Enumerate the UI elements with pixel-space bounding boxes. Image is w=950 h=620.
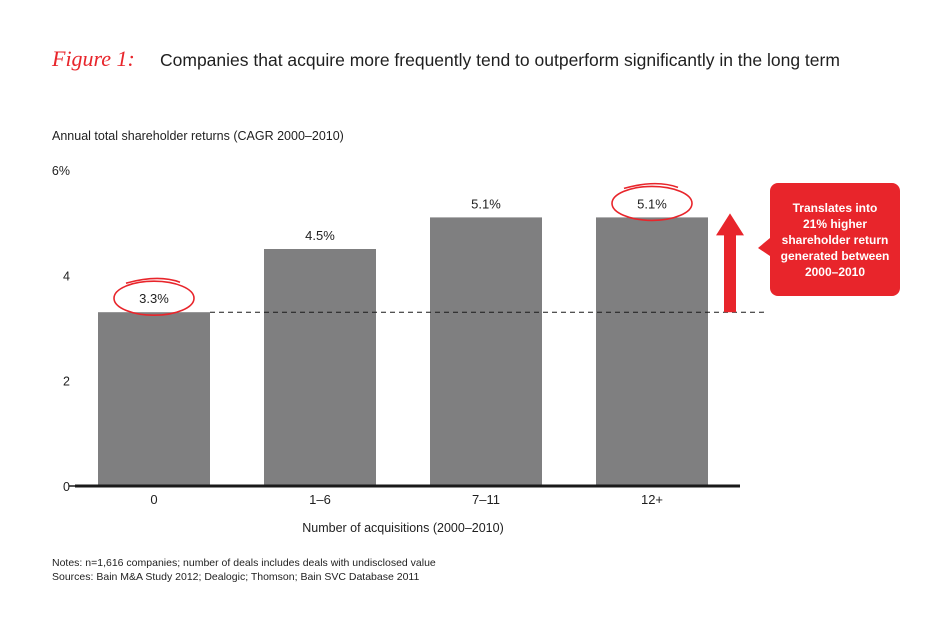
up-arrow-icon xyxy=(716,213,744,313)
y-tick-label: 4 xyxy=(63,269,70,283)
callout-line: 21% higher xyxy=(803,217,867,231)
bar xyxy=(596,217,708,486)
arrow-shaft xyxy=(724,233,736,313)
x-tick-label: 12+ xyxy=(641,492,663,507)
bar xyxy=(430,217,542,486)
highlight-circle-stroke xyxy=(623,182,679,190)
y-tick-label: 0 xyxy=(63,480,70,494)
x-tick-label: 1–6 xyxy=(309,492,331,507)
data-label: 5.1% xyxy=(471,196,501,211)
bar-series xyxy=(98,217,708,486)
figure-label: Figure 1: xyxy=(51,46,135,71)
x-tick-label: 7–11 xyxy=(472,492,500,507)
y-tick-label: 6% xyxy=(52,164,70,178)
data-label: 3.3% xyxy=(139,291,169,306)
highlight-circle xyxy=(611,185,693,222)
y-axis-label: Annual total shareholder returns (CAGR 2… xyxy=(52,129,344,143)
callout-background xyxy=(770,183,900,296)
callout-box: Translates into 21% higher shareholder r… xyxy=(758,183,900,296)
bar xyxy=(264,249,376,486)
notes-text: Notes: n=1,616 companies; number of deal… xyxy=(52,557,436,569)
chart-title: Companies that acquire more frequently t… xyxy=(160,50,840,70)
data-label: 4.5% xyxy=(305,228,335,243)
x-tick-label: 0 xyxy=(150,492,157,507)
y-axis-ticks: 0 2 4 6% xyxy=(52,164,70,494)
y-tick-label: 2 xyxy=(63,375,70,389)
highlight-circles xyxy=(113,182,693,317)
x-axis-ticks: 0 1–6 7–11 12+ xyxy=(150,492,663,507)
callout-pointer xyxy=(758,238,770,256)
callout-line: Translates into xyxy=(793,201,878,215)
sources-text: Sources: Bain M&A Study 2012; Dealogic; … xyxy=(52,571,419,583)
highlight-circle-stroke xyxy=(125,277,181,284)
callout-line: shareholder return xyxy=(782,233,889,247)
arrow-head xyxy=(716,213,744,236)
x-axis-label: Number of acquisitions (2000–2010) xyxy=(302,521,504,535)
data-labels: 3.3% 4.5% 5.1% 5.1% xyxy=(139,196,667,306)
data-label: 5.1% xyxy=(637,196,667,211)
callout-line: generated between xyxy=(781,249,890,263)
highlight-circle xyxy=(113,280,195,317)
callout-line: 2000–2010 xyxy=(805,265,865,279)
bar xyxy=(98,312,210,486)
